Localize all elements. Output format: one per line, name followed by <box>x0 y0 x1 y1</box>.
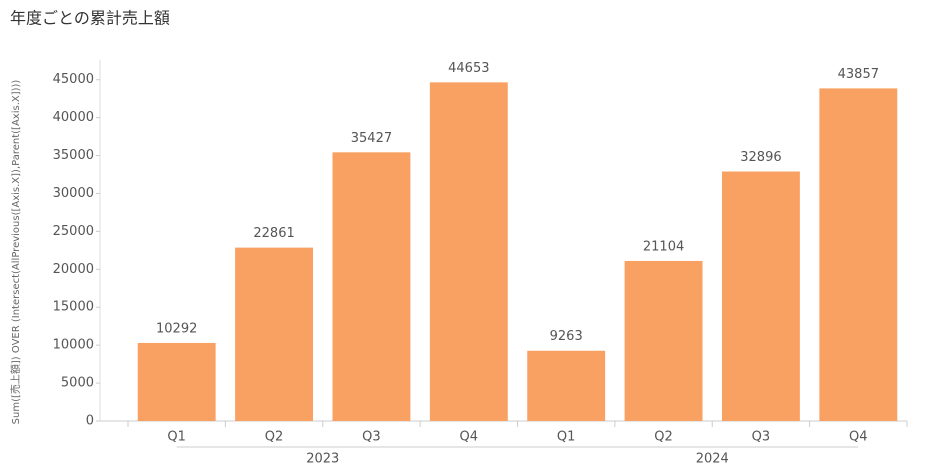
bar <box>235 247 314 421</box>
bar <box>819 88 898 422</box>
y-tick-label: 10000 <box>53 338 94 353</box>
y-tick-label: 5000 <box>61 376 94 391</box>
group-label: 2024 <box>696 452 729 467</box>
bar <box>624 260 703 421</box>
y-tick-label: 30000 <box>53 186 94 201</box>
value-label: 21104 <box>643 239 684 254</box>
x-tick-label: Q1 <box>557 430 576 445</box>
group-label: 2023 <box>306 452 339 467</box>
value-label: 35427 <box>351 131 392 146</box>
y-axis-label: Sum([売上額]) OVER (Intersect(AllPrevious([… <box>9 80 22 425</box>
x-tick-label: Q3 <box>362 430 381 445</box>
bar <box>429 82 508 421</box>
x-tick-label: Q2 <box>265 430 284 445</box>
bar <box>721 171 800 421</box>
chart-title: 年度ごとの累計売上額 <box>10 9 170 28</box>
value-label: 9263 <box>550 329 583 344</box>
x-tick-label: Q4 <box>849 430 868 445</box>
x-tick-label: Q4 <box>460 430 479 445</box>
y-tick-label: 35000 <box>53 148 94 163</box>
y-tick-label: 25000 <box>53 224 94 239</box>
bar <box>332 152 411 421</box>
value-label: 22861 <box>253 226 294 241</box>
value-label: 43857 <box>838 67 879 82</box>
x-tick-label: Q3 <box>752 430 771 445</box>
y-tick-label: 40000 <box>53 110 94 125</box>
x-tick-label: Q2 <box>654 430 673 445</box>
bar <box>137 342 216 421</box>
x-tick-label: Q1 <box>167 430 186 445</box>
y-tick-label: 45000 <box>53 72 94 87</box>
value-label: 32896 <box>740 150 781 165</box>
value-label: 44653 <box>448 61 489 76</box>
y-tick-label: 15000 <box>53 300 94 315</box>
value-label: 10292 <box>156 321 197 336</box>
bar <box>527 350 606 421</box>
y-tick-label: 20000 <box>53 262 94 277</box>
y-tick-label: 0 <box>86 414 94 429</box>
